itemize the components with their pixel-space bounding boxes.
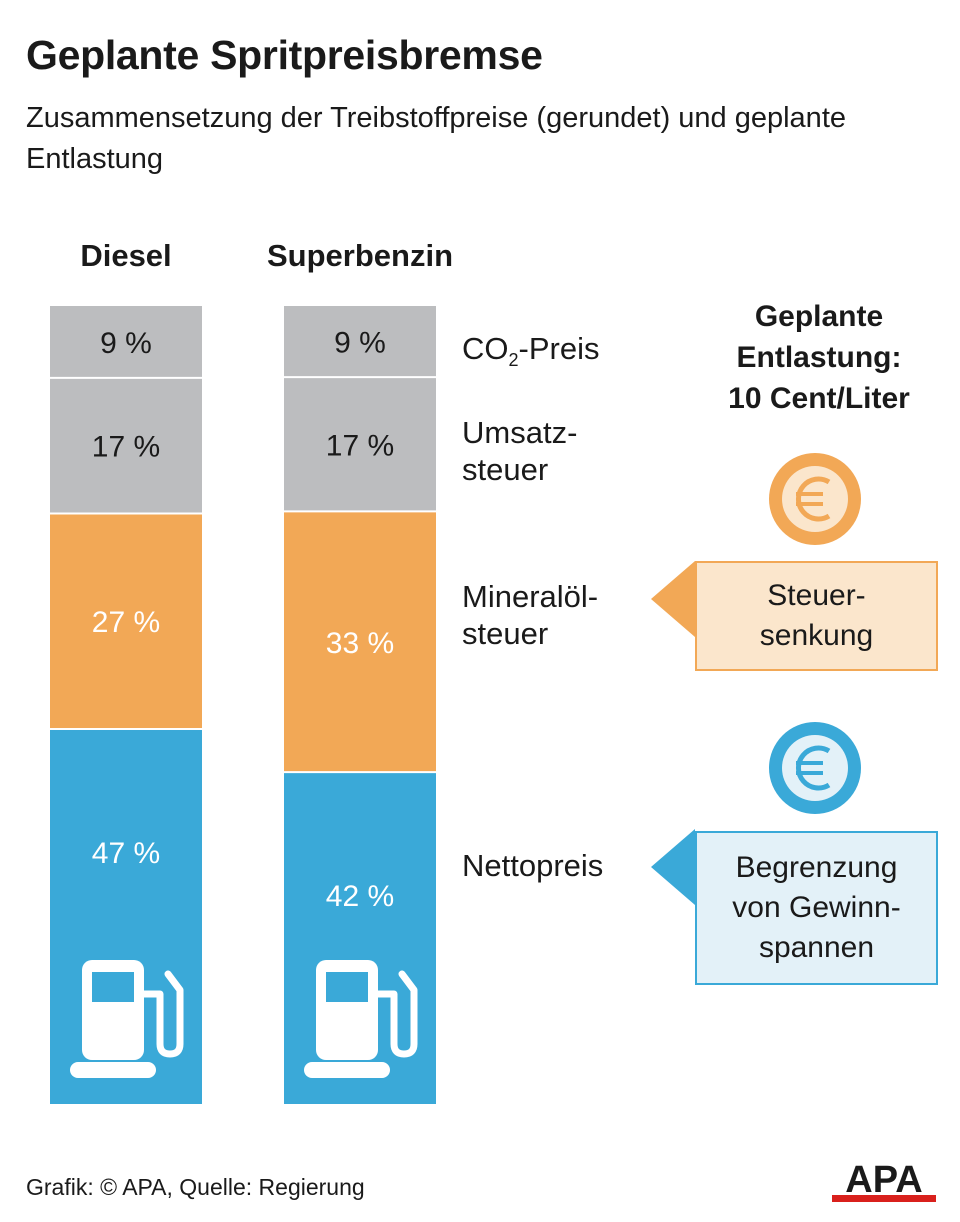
- pointer-arrow-tax: [651, 561, 695, 637]
- svg-text:APA: APA: [845, 1159, 922, 1201]
- value-label-superbenzin-2: 33 %: [326, 627, 394, 660]
- bar-segment-diesel-2: [50, 513, 202, 729]
- bar-segment-superbenzin-1: [284, 377, 436, 512]
- pump-base: [304, 1062, 390, 1078]
- value-label-diesel-1: 17 %: [92, 431, 160, 464]
- fuel-pump-icon: [304, 960, 418, 1078]
- mineral-line-1: Mineralöl-: [462, 579, 599, 614]
- value-label-superbenzin-3: 42 %: [326, 880, 394, 913]
- column-header-superbenzin: Superbenzin: [266, 238, 453, 273]
- umsatz-line-2: steuer: [462, 452, 549, 487]
- margin-line-1: Begrenzung: [735, 851, 898, 884]
- euro-coin-icon: [769, 722, 861, 814]
- bar-segment-diesel-1: [50, 377, 202, 514]
- segment-label-umsatzsteuer: Umsatz- steuer: [462, 414, 577, 488]
- chart-title: Geplante Spritpreisbremse: [26, 32, 543, 78]
- tax-cut-line-2: senkung: [759, 619, 874, 652]
- bar-segment-diesel-0: [50, 306, 202, 378]
- value-label-superbenzin-0: 9 %: [334, 327, 386, 360]
- source-footer: Grafik: © APA, Quelle: Regierung: [26, 1174, 365, 1200]
- value-label-diesel-3: 47 %: [92, 837, 160, 870]
- margin-line-2: von Gewinn-: [732, 891, 901, 924]
- value-label-diesel-2: 27 %: [92, 606, 160, 639]
- segment-label-nettopreis: Nettopreis: [462, 848, 604, 883]
- bar-segment-superbenzin-0: [284, 306, 436, 378]
- chart-subtitle: Zusammensetzung der Treibstoffpreise (ge…: [26, 102, 847, 175]
- value-label-diesel-0: 9 %: [100, 327, 152, 360]
- pump-window: [326, 972, 368, 1002]
- pump-hose: [140, 970, 184, 1058]
- relief-title: Geplante Entlastung: 10 Cent/Liter: [700, 296, 938, 419]
- co2-subscript: 2: [508, 350, 519, 371]
- relief-title-line-2: Entlastung:: [736, 341, 902, 374]
- co2-prefix: CO: [462, 331, 509, 366]
- pointer-arrow-margin: [651, 829, 695, 905]
- pump-hose: [374, 970, 418, 1058]
- margin-line-3: spannen: [758, 931, 875, 964]
- pump-window: [92, 972, 134, 1002]
- column-header-diesel: Diesel: [80, 238, 172, 273]
- tax-cut-box: Steuer- senkung: [695, 561, 938, 671]
- value-label-superbenzin-1: 17 %: [326, 429, 394, 462]
- pump-base: [70, 1062, 156, 1078]
- relief-title-line-1: Geplante: [754, 300, 884, 333]
- bar-segment-superbenzin-2: [284, 511, 436, 773]
- segment-label-mineraloelsteuer: Mineralöl- steuer: [462, 578, 598, 652]
- umsatz-line-1: Umsatz-: [462, 415, 578, 450]
- mineral-line-2: steuer: [462, 616, 549, 651]
- co2-suffix: -Preis: [518, 331, 600, 366]
- segment-label-co2: CO2-Preis: [462, 330, 599, 379]
- margin-cap-box: Begrenzung von Gewinn- spannen: [695, 831, 938, 985]
- apa-logo: APA: [832, 1159, 936, 1202]
- euro-coin-icon: [769, 453, 861, 545]
- relief-title-line-3: 10 Cent/Liter: [728, 382, 910, 415]
- fuel-pump-icon: [70, 960, 184, 1078]
- tax-cut-line-1: Steuer-: [767, 579, 866, 612]
